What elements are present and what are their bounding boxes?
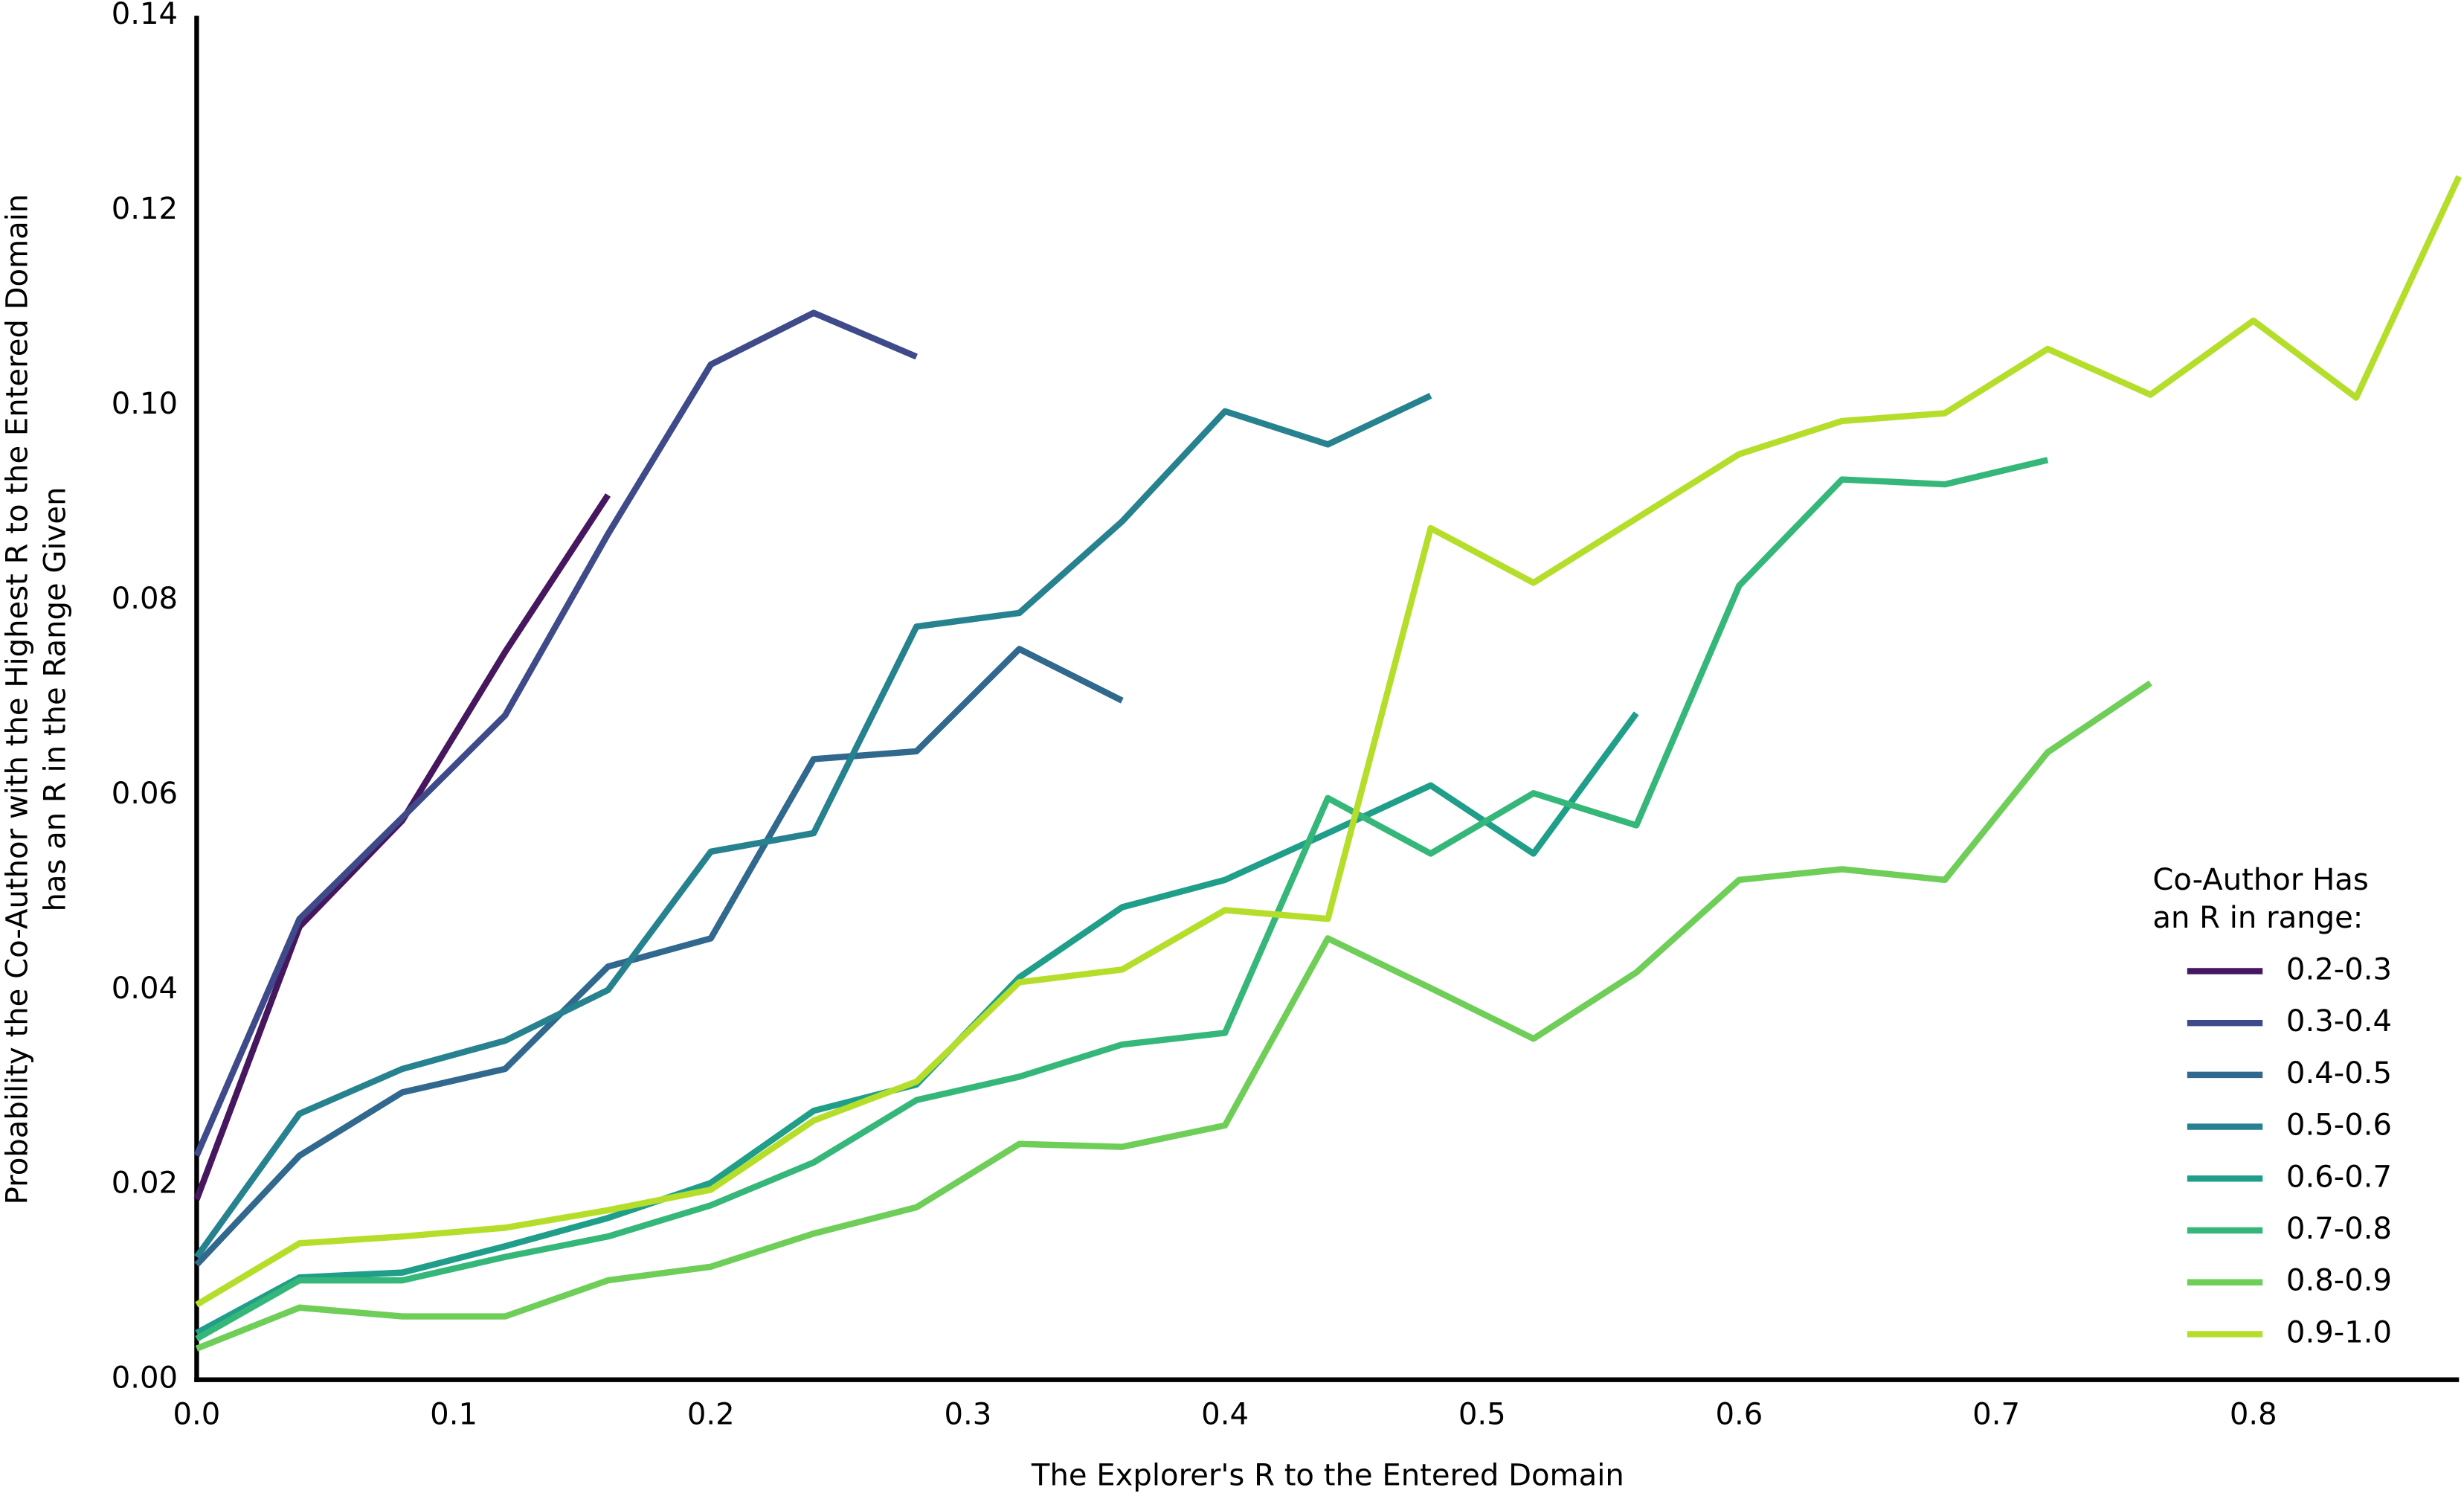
legend-title: an R in range: <box>2152 901 2363 935</box>
x-tick-label: 0.7 <box>1972 1397 2020 1431</box>
y-axis-label: has an R in the Range Given <box>38 487 72 911</box>
y-tick-label: 0.12 <box>112 192 178 226</box>
y-tick-label: 0.14 <box>112 0 178 31</box>
legend-label: 0.2-0.3 <box>2286 952 2392 986</box>
line-series <box>194 646 1124 1268</box>
x-tick-label: 0.3 <box>945 1397 992 1431</box>
line-series <box>194 393 1432 1259</box>
x-tick-label: 0.1 <box>430 1397 477 1431</box>
x-tick-label: 0.6 <box>1716 1397 1763 1431</box>
x-tick-label: 0.4 <box>1201 1397 1249 1431</box>
y-tick-label: 0.08 <box>112 582 178 616</box>
line-series <box>195 175 2463 1308</box>
x-tick-label: 0.2 <box>687 1397 735 1431</box>
y-tick-label: 0.00 <box>112 1361 178 1396</box>
legend-label: 0.4-0.5 <box>2286 1056 2392 1091</box>
x-tick-label: 0.5 <box>1458 1397 1506 1431</box>
y-tick-label: 0.10 <box>112 387 178 421</box>
y-axis-label: Probability the Co-Author with the Highe… <box>1 194 35 1205</box>
line-series <box>195 457 2049 1342</box>
legend-label: 0.5-0.6 <box>2286 1108 2392 1143</box>
y-tick-label: 0.02 <box>112 1166 178 1201</box>
x-tick-label: 0.8 <box>2230 1397 2277 1431</box>
line-series <box>195 680 2152 1352</box>
legend-label: 0.7-0.8 <box>2286 1212 2392 1246</box>
line-series <box>193 309 918 1158</box>
legend-label: 0.3-0.4 <box>2286 1004 2392 1038</box>
y-tick-label: 0.04 <box>112 972 178 1006</box>
legend-label: 0.9-1.0 <box>2286 1315 2392 1349</box>
legend-label: 0.8-0.9 <box>2286 1264 2392 1298</box>
legend-label: 0.6-0.7 <box>2286 1160 2392 1194</box>
legend-title: Co-Author Has <box>2152 863 2368 897</box>
x-axis-label: The Explorer's R to the Entered Domain <box>1031 1459 1624 1493</box>
y-tick-label: 0.06 <box>112 777 178 811</box>
x-tick-label: 0.0 <box>173 1397 221 1431</box>
